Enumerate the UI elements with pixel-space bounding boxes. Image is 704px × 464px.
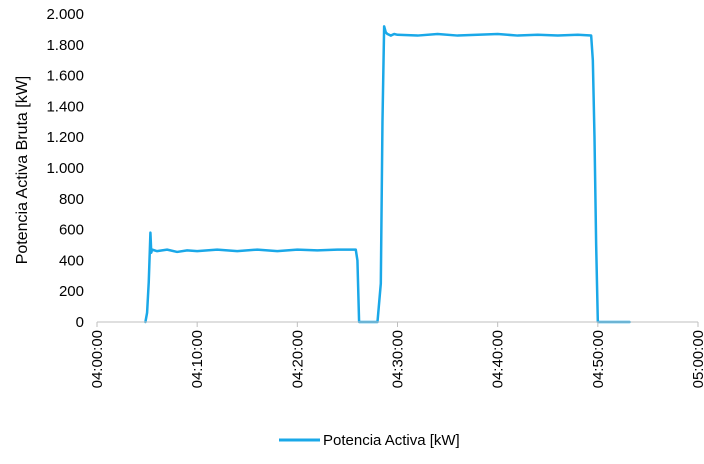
- x-tick-label: 04:10:00: [189, 330, 206, 388]
- series-line-0: [144, 25, 631, 324]
- y-tick-label: 600: [59, 222, 84, 239]
- y-tick-label: 1.800: [46, 37, 84, 54]
- y-tick-label: 2.000: [46, 6, 84, 23]
- y-tick-label: 200: [59, 283, 84, 300]
- y-tick-label: 800: [59, 191, 84, 208]
- y-tick-label: 400: [59, 252, 84, 269]
- x-tick-label: 04:00:00: [89, 330, 106, 388]
- axes: 0 200 400 600 800 1.000 1.200 1.400 1.600 1.800 2.…: [46, 6, 704, 388]
- y-tick-label: 1.200: [46, 129, 84, 146]
- x-tick-label: 04:30:00: [390, 330, 407, 388]
- y-tick-label: 1.400: [46, 98, 84, 115]
- y-tick-label: 1.000: [46, 160, 84, 177]
- x-tick-label: 05:00:00: [690, 330, 704, 388]
- y-axis-label: Potencia Activa Bruta [kW]: [14, 76, 31, 265]
- x-tick-label: 04:40:00: [490, 330, 507, 388]
- x-tick-label: 04:50:00: [590, 330, 607, 388]
- legend: Potencia Activa [kW]: [279, 432, 460, 449]
- y-tick-label: 0: [76, 314, 84, 331]
- y-tick-label: 1.600: [46, 68, 84, 85]
- legend-entry: Potencia Activa [kW]: [323, 432, 460, 449]
- plot-area: [144, 25, 631, 324]
- x-tick-label: 04:20:00: [289, 330, 306, 388]
